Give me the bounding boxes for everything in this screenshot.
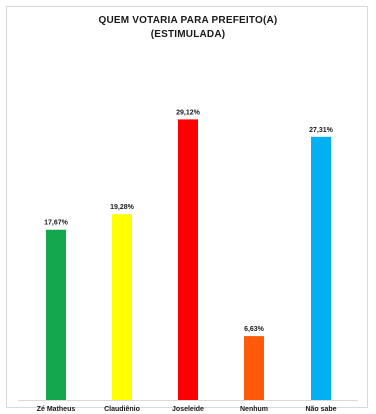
x-tick-label: Nenhum	[240, 406, 268, 413]
bar	[311, 136, 331, 400]
x-tick-label: Não sabe	[305, 406, 336, 413]
chart-subtitle: (ESTIMULADA)	[150, 29, 226, 40]
chart-title: QUEM VOTARIA PARA PREFEITO(A)	[98, 15, 278, 26]
data-label: 6,63%	[244, 326, 265, 333]
data-label: 17,67%	[44, 220, 69, 227]
data-label: 29,12%	[176, 109, 201, 116]
x-tick-label: Joseleide	[172, 406, 204, 413]
data-label: 19,28%	[110, 204, 135, 211]
bar	[244, 336, 264, 400]
bar	[112, 214, 132, 400]
data-label: 27,31%	[309, 127, 334, 134]
bar	[178, 119, 198, 400]
bar	[46, 229, 66, 400]
x-tick-label: Zé Matheus	[37, 406, 76, 413]
x-tick-label: Claudiênio	[104, 406, 140, 413]
